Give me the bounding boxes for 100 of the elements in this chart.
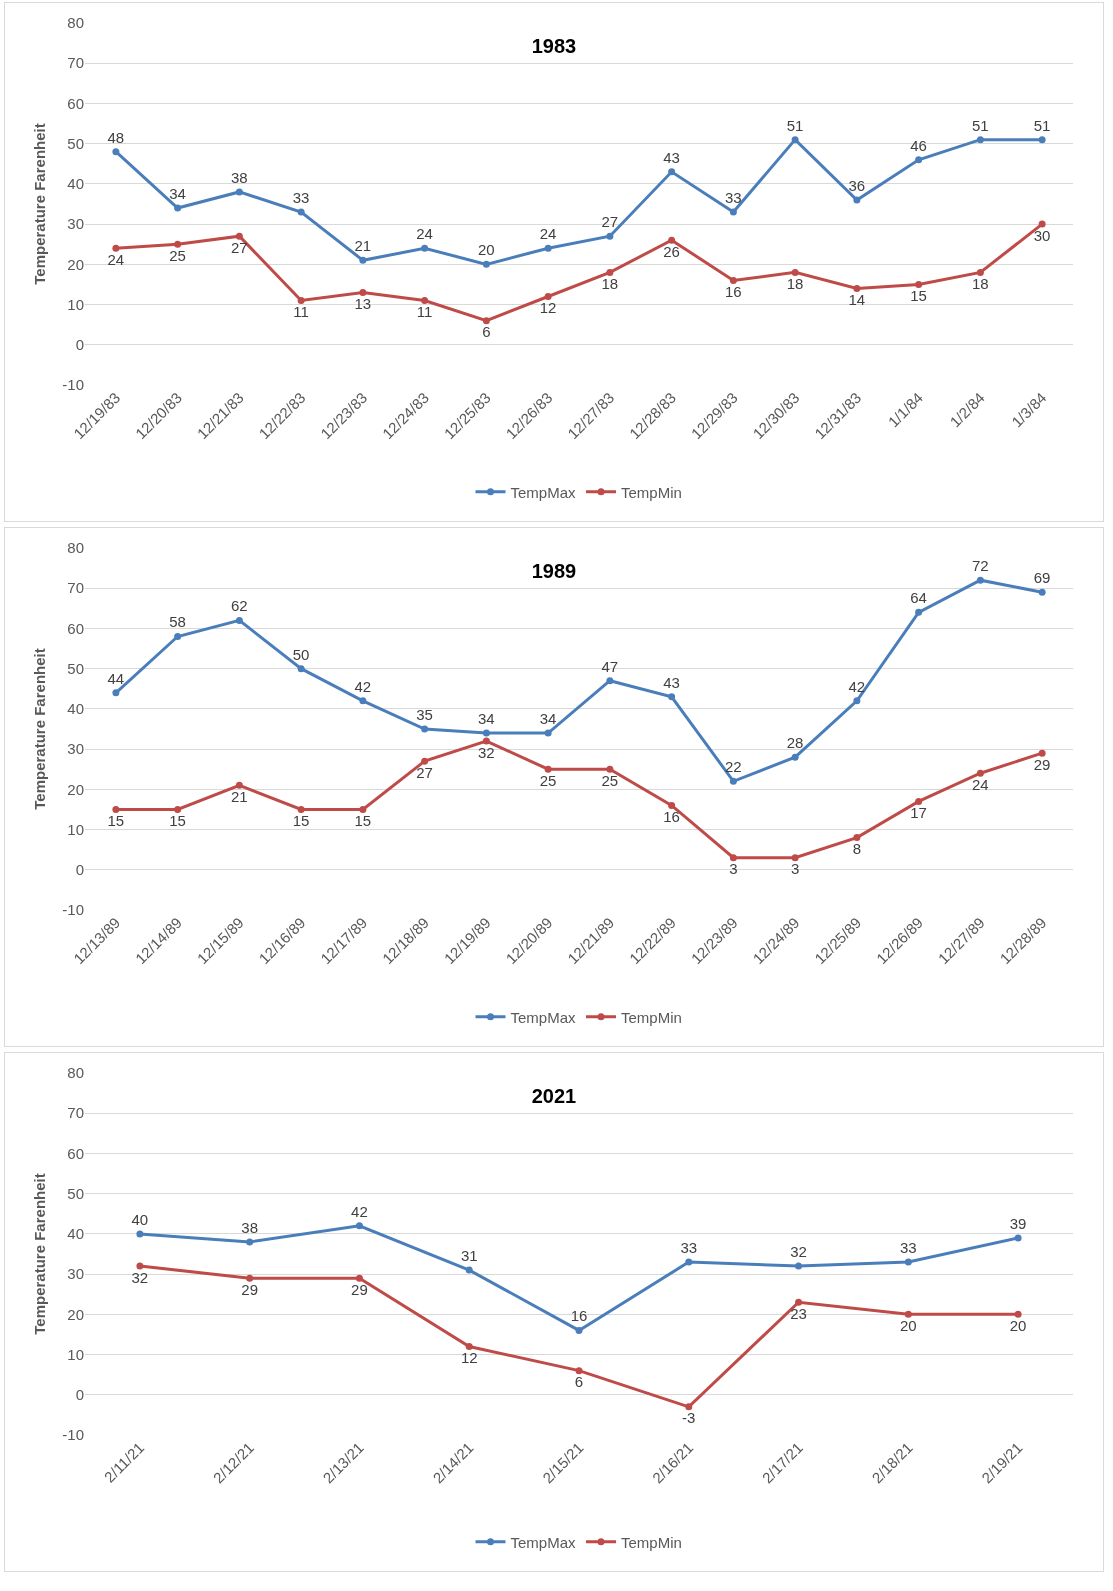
point xyxy=(136,1230,144,1238)
data-label: 38 xyxy=(231,168,248,186)
legend-label: TempMax xyxy=(510,1008,577,1026)
point xyxy=(359,288,367,296)
data-label: 3 xyxy=(790,860,800,878)
y-tick-label: 60 xyxy=(67,619,84,637)
y-tick-label: -10 xyxy=(62,1426,84,1444)
point xyxy=(297,805,305,813)
point xyxy=(482,260,490,268)
data-label: 8 xyxy=(852,840,862,858)
legend-label: TempMax xyxy=(510,483,577,501)
data-label: 15 xyxy=(292,812,310,830)
data-label: 12 xyxy=(539,299,557,317)
y-tick-label: 0 xyxy=(75,1386,84,1404)
point xyxy=(904,1310,912,1318)
y-tick-label: 30 xyxy=(67,215,84,233)
legend-label: TempMax xyxy=(510,1533,577,1551)
point xyxy=(421,297,429,305)
data-label: 29 xyxy=(241,1280,259,1298)
y-tick-label: 80 xyxy=(67,539,84,557)
data-label: 34 xyxy=(539,709,557,727)
data-label: 29 xyxy=(351,1280,368,1298)
data-label: 38 xyxy=(241,1218,259,1236)
y-tick-label: 50 xyxy=(67,134,84,152)
text: 1983 xyxy=(531,35,577,58)
y-tick-label: 50 xyxy=(67,659,84,677)
point xyxy=(795,1298,803,1306)
point xyxy=(544,293,552,301)
point xyxy=(668,168,676,176)
data-label: 18 xyxy=(601,275,619,293)
point xyxy=(235,616,243,624)
point xyxy=(915,280,923,288)
point xyxy=(729,777,737,785)
y-tick-label: 0 xyxy=(75,336,84,354)
point xyxy=(359,805,367,813)
point xyxy=(915,608,923,616)
point xyxy=(1014,1234,1022,1242)
point xyxy=(606,677,614,685)
data-label: 22 xyxy=(725,758,742,776)
point xyxy=(915,797,923,805)
data-label: 21 xyxy=(354,237,372,255)
y-axis-title: Temperature Farenheit xyxy=(31,1173,48,1335)
point xyxy=(359,697,367,705)
point xyxy=(853,697,861,705)
data-label: 18 xyxy=(972,275,989,293)
y-tick-label: 70 xyxy=(67,1104,84,1122)
data-label: 18 xyxy=(786,275,804,293)
data-label: 47 xyxy=(601,657,619,675)
y-tick-label: 40 xyxy=(67,700,84,718)
y-axis-title: Temperature Farenheit xyxy=(31,648,48,810)
data-label: 27 xyxy=(416,763,433,781)
y-tick-label: 70 xyxy=(67,54,84,72)
data-label: 32 xyxy=(131,1268,149,1286)
point xyxy=(729,276,737,284)
data-label: 48 xyxy=(107,128,125,146)
point xyxy=(1014,1310,1022,1318)
point xyxy=(853,284,861,292)
data-label: 16 xyxy=(570,1307,588,1325)
text: 2021 xyxy=(531,1085,577,1108)
point xyxy=(235,188,243,196)
point xyxy=(421,725,429,733)
data-label: 40 xyxy=(131,1210,149,1228)
point xyxy=(465,1343,473,1351)
legend-label: TempMin xyxy=(621,1533,682,1551)
point xyxy=(904,1258,912,1266)
y-tick-label: 10 xyxy=(67,295,84,313)
data-label: 17 xyxy=(910,804,927,822)
y-tick-label: 20 xyxy=(67,780,84,798)
data-label: 64 xyxy=(910,589,927,607)
point xyxy=(1038,136,1046,144)
y-tick-label: 10 xyxy=(67,1345,84,1363)
point xyxy=(729,208,737,216)
point xyxy=(482,317,490,325)
data-label: 39 xyxy=(1009,1214,1027,1232)
data-label: 42 xyxy=(354,677,372,695)
point xyxy=(465,1266,473,1274)
point xyxy=(544,765,552,773)
point xyxy=(668,801,676,809)
data-label: 25 xyxy=(539,771,557,789)
data-label: 58 xyxy=(169,613,186,631)
point xyxy=(685,1258,693,1266)
point xyxy=(297,297,305,305)
point xyxy=(421,757,429,765)
data-label: 34 xyxy=(169,184,186,202)
point xyxy=(112,805,120,813)
point xyxy=(853,196,861,204)
point xyxy=(729,854,737,862)
point xyxy=(544,729,552,737)
point xyxy=(795,1262,803,1270)
point xyxy=(235,232,243,240)
data-label: 3 xyxy=(729,860,738,878)
point xyxy=(606,765,614,773)
data-label: 16 xyxy=(725,283,742,301)
data-label: 33 xyxy=(680,1238,698,1256)
data-label: 51 xyxy=(786,116,804,134)
point xyxy=(544,244,552,252)
point xyxy=(976,136,984,144)
data-label: 29 xyxy=(1033,755,1051,773)
point xyxy=(791,136,799,144)
data-label: 43 xyxy=(663,148,680,166)
